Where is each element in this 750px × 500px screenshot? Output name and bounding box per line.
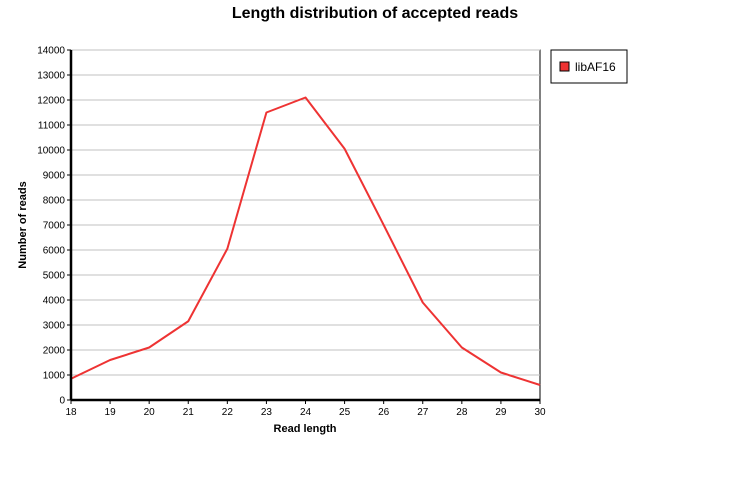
y-tick-label: 3000	[43, 321, 66, 332]
y-tick-label: 10000	[37, 146, 65, 157]
y-tick-label: 2000	[43, 346, 66, 357]
x-tick-label: 19	[105, 407, 117, 418]
y-tick-label: 5000	[43, 271, 66, 282]
y-tick-label: 4000	[43, 296, 66, 307]
x-axis-ticks: 18 19 20 21 22 23 24 25 26 27 28 29 30	[65, 400, 546, 418]
x-axis-label: Read length	[274, 423, 337, 435]
y-tick-label: 12000	[37, 96, 65, 107]
y-tick-label: 14000	[37, 46, 65, 57]
x-tick-label: 21	[183, 407, 195, 418]
gridlines	[71, 49, 540, 376]
legend: libAF16	[550, 49, 628, 84]
x-tick-label: 25	[339, 407, 351, 418]
x-tick-label: 23	[261, 407, 273, 418]
y-tick-label: 11000	[38, 121, 66, 132]
x-tick-label: 27	[417, 407, 429, 418]
series-line-libaf16	[70, 96, 541, 386]
x-tick-label: 26	[378, 407, 390, 418]
y-tick-label: 1000	[43, 371, 66, 382]
x-tick-label: 24	[300, 407, 312, 418]
y-tick-label: 7000	[43, 221, 66, 232]
x-tick-label: 20	[144, 407, 156, 418]
y-tick-label: 8000	[43, 196, 66, 207]
y-tick-label: 9000	[43, 171, 66, 182]
chart-title: Length distribution of accepted reads	[232, 5, 518, 22]
x-tick-label: 28	[456, 407, 468, 418]
x-tick-label: 18	[65, 407, 77, 418]
series-layer	[70, 96, 541, 386]
y-tick-label: 0	[59, 396, 65, 407]
legend-label-libaf16: libAF16	[575, 60, 616, 74]
x-tick-label: 29	[495, 407, 507, 418]
y-axis-ticks: 0 1000 2000 3000 4000 5000 6000 7000 8000 9000 100…	[37, 46, 71, 407]
y-tick-label: 13000	[37, 71, 65, 82]
x-tick-label: 30	[534, 407, 546, 418]
y-axis-label: Number of reads	[17, 181, 29, 268]
x-tick-label: 22	[222, 407, 234, 418]
y-tick-label: 6000	[43, 246, 66, 257]
legend-swatch-libaf16	[559, 61, 570, 72]
